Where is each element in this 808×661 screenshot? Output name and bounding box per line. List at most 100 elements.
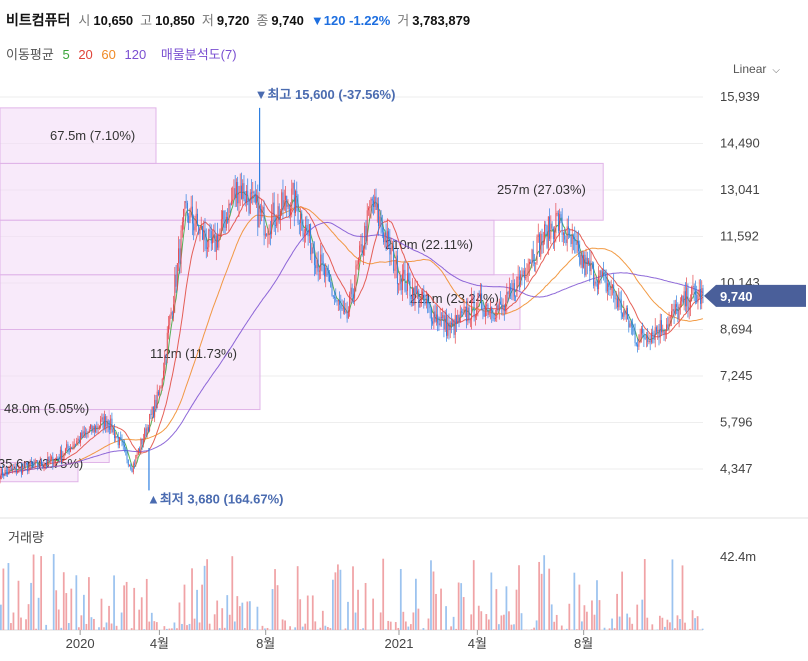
volume-bar (593, 614, 596, 630)
candle-body (464, 306, 466, 308)
volume-tick-label: 42.4m (720, 549, 756, 564)
candle-body (461, 311, 462, 313)
candle-body (83, 431, 85, 434)
volume-bar (618, 616, 621, 630)
candle-body (595, 281, 597, 284)
candle-body (366, 210, 368, 242)
candle-body (448, 322, 450, 331)
candle-body (64, 448, 66, 454)
candle-body (318, 270, 320, 272)
candle-body (603, 271, 605, 273)
volume-bar (281, 619, 284, 630)
candle-body (62, 454, 64, 460)
candle-body (702, 288, 704, 296)
candle-body (193, 223, 195, 231)
volume-bar (626, 613, 629, 630)
candle-body (383, 232, 385, 243)
last-price-tag (704, 284, 806, 307)
candle-body (564, 232, 566, 240)
candle-body (51, 456, 53, 459)
candle-body (505, 303, 507, 312)
volume-bars (0, 554, 704, 630)
candle-body (53, 462, 55, 467)
candle-body (412, 287, 413, 300)
candle-body (243, 183, 245, 200)
volume-profile-toggle[interactable]: 매물분석도(7) (160, 47, 237, 62)
candle-body (205, 240, 207, 249)
candle-body (3, 475, 5, 477)
candle-body (163, 370, 164, 379)
candle-body (529, 262, 530, 265)
volume-bar (399, 568, 402, 630)
volume-bar (417, 608, 420, 630)
candle-body (106, 420, 108, 427)
candle-body (90, 424, 91, 430)
close-value: 9,740 (271, 13, 304, 28)
candle-body (591, 263, 593, 265)
candle-body (228, 203, 230, 223)
candle-body (596, 283, 598, 290)
volume-bar (535, 620, 538, 630)
candle-body (88, 429, 90, 433)
candle-body (212, 238, 213, 244)
candle-body (644, 337, 646, 339)
volume-label: 거 (397, 13, 410, 28)
candle-body (523, 270, 525, 279)
volume-bar (387, 620, 390, 630)
candle-body (254, 193, 256, 203)
volume-bar (477, 605, 480, 630)
candle-body (638, 341, 640, 347)
volume-bar (696, 616, 699, 630)
candle-body (615, 298, 617, 300)
candle-body (686, 287, 688, 307)
volume-bar (658, 615, 661, 630)
volume-bar (271, 589, 274, 630)
candle-body (557, 213, 559, 231)
candle-body (656, 327, 657, 332)
candle-body (131, 469, 133, 473)
candle-body (165, 354, 167, 357)
candle-body (59, 449, 61, 460)
candle-body (237, 182, 239, 204)
volume-bar (130, 628, 133, 630)
candle-body (500, 301, 501, 304)
volume-bar (578, 584, 581, 630)
ma-title: 이동평균 (6, 47, 54, 62)
high-label: 고 (140, 13, 153, 28)
candle-body (451, 322, 452, 325)
candle-body (478, 293, 480, 296)
scale-dropdown[interactable]: Linear ⌵ (733, 62, 780, 76)
volume-bar (324, 625, 327, 630)
candle-body (188, 215, 190, 223)
candle-body (239, 185, 241, 193)
candle-body (295, 190, 296, 213)
candle-body (137, 448, 139, 455)
candle-body (215, 235, 217, 252)
candle-body (325, 268, 327, 277)
candle-body (379, 216, 381, 227)
volume-bar (404, 621, 407, 630)
candle-body (454, 315, 456, 335)
candle-body (229, 203, 231, 206)
volume-bar (299, 599, 302, 630)
open-value: 10,650 (93, 13, 134, 28)
candle-body (305, 224, 307, 234)
candle-body (112, 428, 114, 433)
volume-bar (231, 556, 234, 630)
volume-bar (427, 618, 430, 630)
candle-body (161, 378, 163, 387)
candle-body (545, 224, 547, 226)
volume-profile-band (0, 329, 261, 411)
volume-bar (520, 613, 523, 630)
candle-body (561, 217, 563, 235)
volume-profile-band (0, 219, 495, 276)
candle-body (693, 285, 695, 291)
scale-label: Linear (733, 62, 767, 76)
candle-body (520, 274, 522, 280)
volume-bar (168, 628, 171, 630)
change-value: ▼120 -1.22% (310, 13, 391, 28)
volume-bar (568, 603, 571, 630)
candle-body (565, 239, 567, 243)
candle-body (390, 248, 392, 255)
